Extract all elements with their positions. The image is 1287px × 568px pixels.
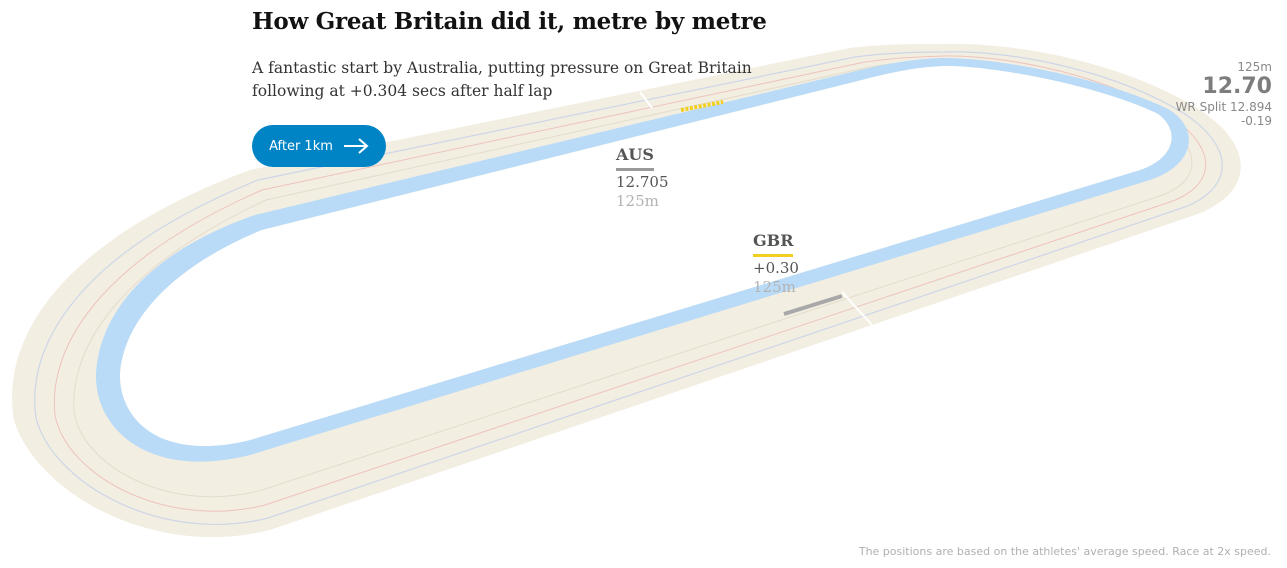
wr-split: WR Split 12.894 xyxy=(1175,100,1272,114)
lane-line-outer xyxy=(34,51,1223,526)
page-title: How Great Britain did it, metre by metre xyxy=(252,8,767,35)
pursuit-line-top xyxy=(639,91,653,109)
pursuit-line-bottom xyxy=(841,291,873,326)
team-time: 12.705 xyxy=(616,173,669,191)
aus-rider-marker xyxy=(783,294,843,316)
team-distance: 125m xyxy=(616,192,659,210)
team-code: GBR xyxy=(753,231,794,257)
team-distance: 125m xyxy=(753,278,796,296)
split-time: 12.70 xyxy=(1202,74,1272,99)
next-stage-button[interactable]: After 1km xyxy=(252,125,386,167)
footnote: The positions are based on the athletes'… xyxy=(858,545,1271,558)
split-diff: -0.19 xyxy=(1240,114,1272,128)
next-stage-label: After 1km xyxy=(269,138,333,154)
arrow-right-icon xyxy=(343,138,369,154)
gbr-rider-marker xyxy=(680,100,724,112)
split-panel: 125m 12.70 WR Split 12.894 -0.19 xyxy=(1176,60,1272,128)
gbr-label: GBR +0.30 125m xyxy=(753,231,799,296)
infield xyxy=(120,66,1172,447)
split-distance: 125m xyxy=(1237,60,1272,74)
aus-label: AUS 12.705 125m xyxy=(616,145,669,210)
standfirst: A fantastic start by Australia, putting … xyxy=(252,59,752,100)
team-code: AUS xyxy=(616,145,654,171)
team-time: +0.30 xyxy=(753,259,799,277)
